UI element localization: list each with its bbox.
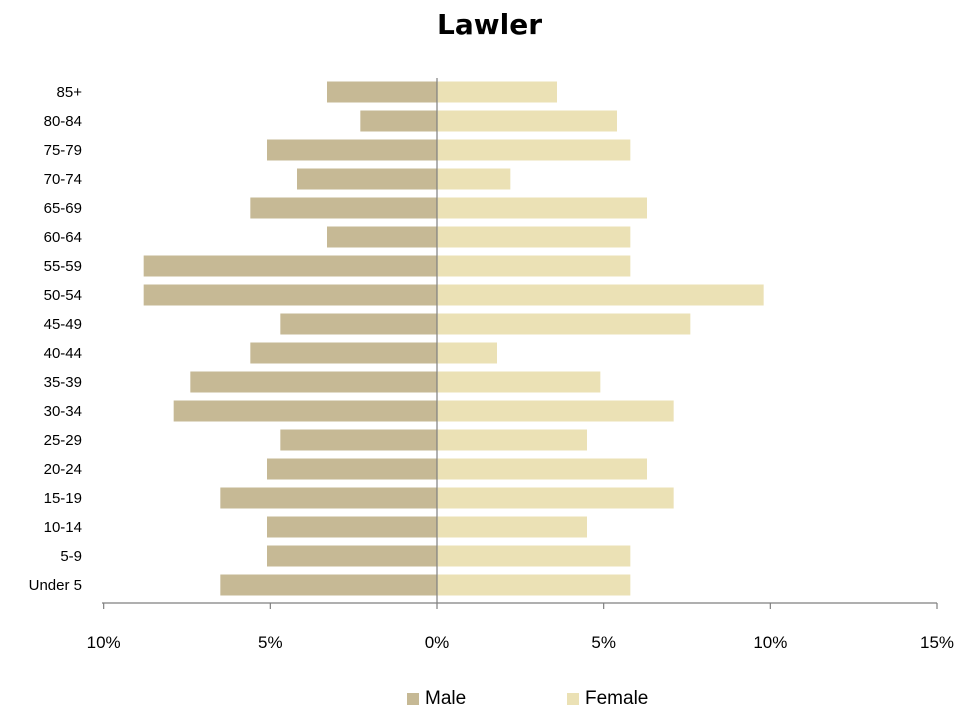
bar-male-75-79	[267, 139, 437, 161]
bar-female-15-19	[437, 487, 674, 509]
legend-swatch-female	[567, 693, 579, 705]
bar-female-20-24	[437, 458, 647, 480]
category-label: 30-34	[44, 403, 82, 420]
bar-male-20-24	[267, 458, 437, 480]
category-label: 10-14	[44, 519, 82, 536]
legend-label-female: Female	[585, 688, 649, 709]
bar-male-30-34	[173, 400, 437, 422]
legend-swatch-male	[407, 693, 419, 705]
bar-female-75-79	[437, 139, 631, 161]
category-labels: 85+ 80-84 75-79 70-74 65-69 60-64 55-59 50-54 45…	[29, 84, 83, 594]
category-label: 75-79	[44, 142, 82, 159]
category-label: 35-39	[44, 374, 82, 391]
bar-female-85-	[437, 81, 557, 103]
category-label: Under 5	[29, 577, 82, 594]
bar-female-80-84	[437, 110, 617, 132]
bar-female-35-39	[437, 371, 601, 393]
bar-male-45-49	[280, 313, 437, 335]
bar-male-60-64	[327, 226, 437, 248]
bar-female-45-49	[437, 313, 691, 335]
bar-male-10-14	[267, 516, 437, 538]
category-label: 45-49	[44, 316, 82, 333]
category-label: 65-69	[44, 200, 82, 217]
bar-male-85-	[327, 81, 437, 103]
bar-female-10-14	[437, 516, 587, 538]
chart-title: Lawler	[437, 8, 542, 41]
bars-group	[143, 81, 764, 596]
bar-female-70-74	[437, 168, 511, 190]
bar-male-55-59	[143, 255, 437, 277]
bar-male-15-19	[220, 487, 437, 509]
bar-female-50-54	[437, 284, 764, 306]
bar-male-5-9	[267, 545, 437, 567]
category-label: 85+	[57, 84, 83, 101]
population-pyramid-plot: 85+ 80-84 75-79 70-74 65-69 60-64 55-59 50-54 45…	[29, 78, 954, 652]
bar-female-under-5	[437, 574, 631, 596]
bar-female-65-69	[437, 197, 647, 219]
category-label: 40-44	[44, 345, 82, 362]
bar-male-65-69	[250, 197, 437, 219]
bar-male-under-5	[220, 574, 437, 596]
bar-male-35-39	[190, 371, 437, 393]
legend-label-male: Male	[425, 688, 467, 709]
category-label: 80-84	[44, 113, 82, 130]
bar-male-25-29	[280, 429, 437, 451]
bar-male-80-84	[360, 110, 437, 132]
bar-female-60-64	[437, 226, 631, 248]
category-label: 25-29	[44, 432, 82, 449]
x-tick-label: 10%	[753, 633, 787, 652]
x-axis: 10% 5% 0% 5% 10% 15%	[87, 78, 954, 652]
x-tick-label: 15%	[920, 633, 954, 652]
category-label: 15-19	[44, 490, 82, 507]
legend: Male Female	[0, 688, 979, 712]
bar-male-70-74	[297, 168, 437, 190]
bar-female-25-29	[437, 429, 587, 451]
x-tick-label: 10%	[87, 633, 121, 652]
category-label: 70-74	[44, 171, 82, 188]
category-label: 55-59	[44, 258, 82, 275]
bar-female-30-34	[437, 400, 674, 422]
bar-female-5-9	[437, 545, 631, 567]
category-label: 5-9	[60, 548, 82, 565]
bar-male-40-44	[250, 342, 437, 364]
bar-female-40-44	[437, 342, 497, 364]
x-tick-label: 5%	[591, 633, 616, 652]
legend-item-female: Female	[567, 688, 648, 710]
category-label: 60-64	[44, 229, 82, 246]
category-label: 50-54	[44, 287, 82, 304]
legend-item-male: Male	[407, 688, 466, 710]
x-tick-label: 5%	[258, 633, 283, 652]
category-label: 20-24	[44, 461, 82, 478]
bar-male-50-54	[143, 284, 437, 306]
x-tick-label: 0%	[425, 633, 450, 652]
bar-female-55-59	[437, 255, 631, 277]
